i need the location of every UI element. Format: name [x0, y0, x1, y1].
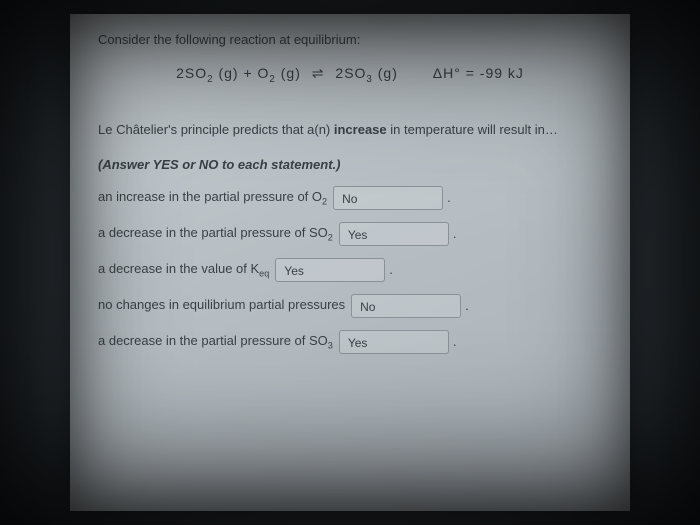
- reaction-equation: 2SO2 (g) + O2 (g) ⇌ 2SO3 (g) ΔH° = -99 k…: [98, 65, 602, 85]
- answer-input[interactable]: Yes: [339, 330, 449, 354]
- intro-text: Consider the following reaction at equil…: [98, 32, 602, 47]
- statement-row: an increase in the partial pressure of O…: [98, 186, 602, 210]
- period: .: [453, 334, 457, 349]
- answer-input[interactable]: Yes: [275, 258, 385, 282]
- statement-row: no changes in equilibrium partial pressu…: [98, 294, 602, 318]
- lhs2: O2 (g): [258, 65, 301, 81]
- plus: +: [243, 65, 252, 81]
- principle-text: Le Châtelier's principle predicts that a…: [98, 121, 602, 139]
- statement-row: a decrease in the partial pressure of SO…: [98, 222, 602, 246]
- statement-label: a decrease in the partial pressure of SO…: [98, 333, 333, 351]
- statement-row: a decrease in the value of Keq Yes .: [98, 258, 602, 282]
- statement-label: a decrease in the value of Keq: [98, 261, 269, 279]
- instruction-text: (Answer YES or NO to each statement.): [98, 157, 602, 172]
- eq-arrow-icon: ⇌: [312, 65, 325, 82]
- worksheet: Consider the following reaction at equil…: [70, 14, 630, 511]
- period: .: [453, 226, 457, 241]
- statement-label: no changes in equilibrium partial pressu…: [98, 297, 345, 315]
- rhs: 2SO3 (g): [335, 65, 397, 81]
- period: .: [389, 262, 393, 277]
- answer-input[interactable]: Yes: [339, 222, 449, 246]
- lhs1: 2SO2 (g): [176, 65, 238, 81]
- statement-label: a decrease in the partial pressure of SO…: [98, 225, 333, 243]
- period: .: [447, 190, 451, 205]
- period: .: [465, 298, 469, 313]
- statement-label: an increase in the partial pressure of O…: [98, 189, 327, 207]
- statement-row: a decrease in the partial pressure of SO…: [98, 330, 602, 354]
- answer-input[interactable]: No: [351, 294, 461, 318]
- delta-h: ΔH° = -99 kJ: [433, 65, 524, 81]
- answer-input[interactable]: No: [333, 186, 443, 210]
